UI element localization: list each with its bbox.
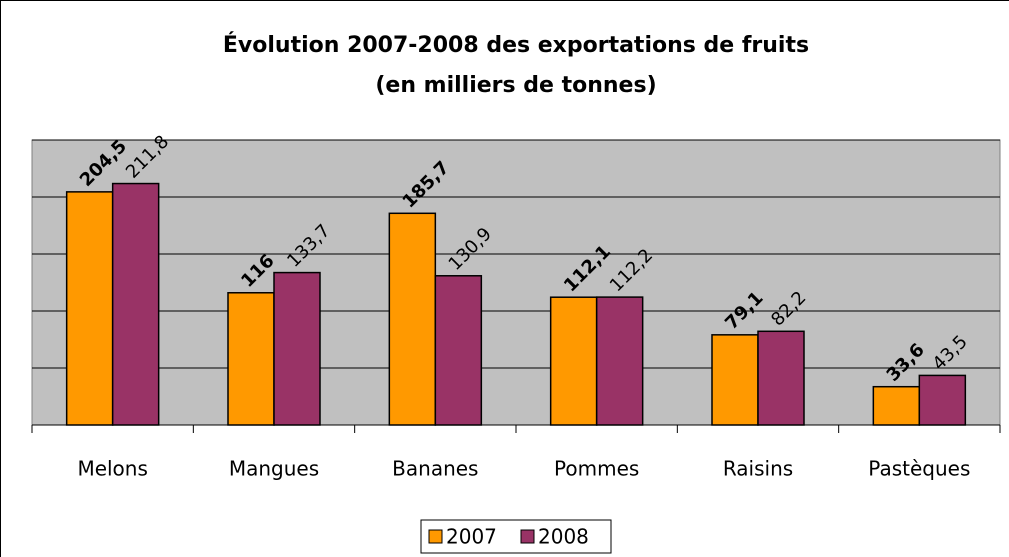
legend-swatch [520,529,535,544]
plot-area [31,139,1001,426]
bar [388,212,437,426]
bar [111,182,160,426]
legend-swatch [428,529,443,544]
bar [757,330,805,426]
x-tick-label: Melons [77,457,147,481]
bar [595,296,644,426]
bar [434,275,483,426]
bar [65,191,114,426]
x-tick-label: Pastèques [868,457,970,481]
bar [918,374,967,426]
x-tick-label: Mangues [229,457,319,481]
bar [549,296,598,426]
bar [273,271,321,426]
chart-title: Évolution 2007-2008 des exportations de … [223,32,809,58]
x-tick-label: Bananes [392,457,478,481]
legend-box [420,519,612,554]
x-tick-label: Pommes [554,457,639,481]
bar [711,334,759,426]
bar [227,292,275,426]
x-tick-label: Raisins [723,457,793,481]
legend-label: 2007 [446,525,497,549]
legend-label: 2008 [538,525,589,549]
bar [872,385,921,426]
chart-subtitle: (en milliers de tonnes) [375,73,656,98]
